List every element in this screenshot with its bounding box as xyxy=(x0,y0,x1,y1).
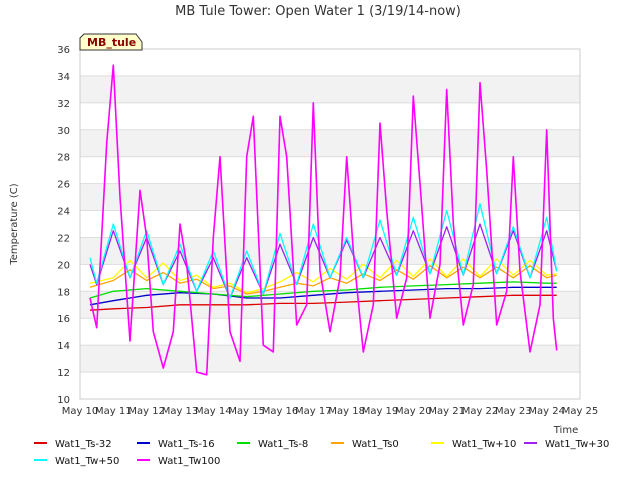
series-line-wat1-ts-16 xyxy=(89,286,557,306)
x-tick-label: May 21 xyxy=(428,406,465,417)
plot-band xyxy=(80,75,580,103)
y-axis-ticks: 10 12 14 16 18 20 22 24 26 28 30 32 34 36 xyxy=(57,45,70,406)
x-tick-label: May 14 xyxy=(195,406,232,417)
series-line-wat1-ts-8 xyxy=(89,281,557,299)
legend-label: Wat1_Ts-32 xyxy=(55,439,112,450)
plot-band xyxy=(80,129,580,157)
y-tick-label: 34 xyxy=(57,72,70,83)
plot-band xyxy=(80,49,580,76)
plot-background xyxy=(80,49,580,399)
y-tick-label: 20 xyxy=(57,260,70,271)
legend-item: Wat1_Tw+30 xyxy=(524,439,609,450)
legend-label: Wat1_Tw100 xyxy=(158,456,220,467)
x-tick-label: May 12 xyxy=(128,406,165,417)
legend-item: Wat1_Ts-32 xyxy=(34,439,112,450)
y-tick-label: 32 xyxy=(57,99,70,110)
station-badge-label: MB_tule xyxy=(87,36,136,49)
series-line-wat1-tw-50 xyxy=(89,203,558,299)
series-line-wat1-tw-10 xyxy=(89,258,557,294)
plot-band xyxy=(80,183,580,211)
x-tick-label: May 23 xyxy=(495,406,532,417)
x-tick-label: May 25 xyxy=(562,406,599,417)
series-line-wat1-ts-32 xyxy=(89,294,557,311)
legend-item: Wat1_Tw+50 xyxy=(34,456,119,467)
plot-band xyxy=(80,372,580,399)
x-tick-label: May 19 xyxy=(362,406,399,417)
y-tick-label: 16 xyxy=(57,314,70,325)
y-tick-label: 12 xyxy=(57,368,70,379)
x-tick-label: May 13 xyxy=(162,406,199,417)
y-tick-label: 14 xyxy=(57,341,70,352)
series-layer xyxy=(89,64,558,376)
x-tick-label: May 18 xyxy=(328,406,365,417)
station-badge: MB_tule xyxy=(79,33,143,51)
x-tick-label: May 16 xyxy=(262,406,299,417)
x-tick-label: May 20 xyxy=(395,406,432,417)
chart-title: MB Tule Tower: Open Water 1 (3/19/14-now… xyxy=(175,4,461,19)
y-tick-label: 10 xyxy=(57,395,70,406)
plot-band xyxy=(80,156,580,184)
x-tick-label: May 22 xyxy=(462,406,499,417)
y-tick-label: 18 xyxy=(57,287,70,298)
series-line-wat1-tw100 xyxy=(89,64,558,376)
y-tick-label: 22 xyxy=(57,233,70,244)
legend-item: Wat1_Tw+10 xyxy=(431,439,516,450)
plot-band xyxy=(80,345,580,373)
plot-band xyxy=(80,210,580,238)
x-tick-label: May 11 xyxy=(95,406,132,417)
legend: Wat1_Ts-32 Wat1_Ts-16 Wat1_Ts-8 Wat1_Ts0 Wat… xyxy=(34,439,609,467)
y-tick-label: 36 xyxy=(57,45,70,56)
legend-label: Wat1_Tw+10 xyxy=(452,439,516,450)
y-tick-label: 24 xyxy=(57,207,70,218)
x-tick-label: May 15 xyxy=(228,406,265,417)
legend-label: Wat1_Tw+50 xyxy=(55,456,119,467)
legend-label: Wat1_Ts-8 xyxy=(258,439,308,450)
legend-label: Wat1_Ts-16 xyxy=(158,439,215,450)
y-tick-label: 28 xyxy=(57,153,70,164)
x-axis-label: Time xyxy=(553,425,578,436)
legend-label: Wat1_Ts0 xyxy=(352,439,399,450)
legend-item: Wat1_Ts-16 xyxy=(137,439,215,450)
y-tick-label: 30 xyxy=(57,126,70,137)
y-axis-label: Temperature (C) xyxy=(9,183,20,265)
plot-band xyxy=(80,102,580,130)
legend-item: Wat1_Tw100 xyxy=(137,456,220,467)
y-tick-label: 26 xyxy=(57,180,70,191)
legend-label: Wat1_Tw+30 xyxy=(545,439,609,450)
legend-item: Wat1_Ts-8 xyxy=(237,439,308,450)
x-tick-label: May 17 xyxy=(295,406,332,417)
x-tick-label: May 10 xyxy=(62,406,99,417)
x-tick-label: May 24 xyxy=(528,406,565,417)
plot-frame xyxy=(79,48,581,400)
legend-item: Wat1_Ts0 xyxy=(331,439,399,450)
